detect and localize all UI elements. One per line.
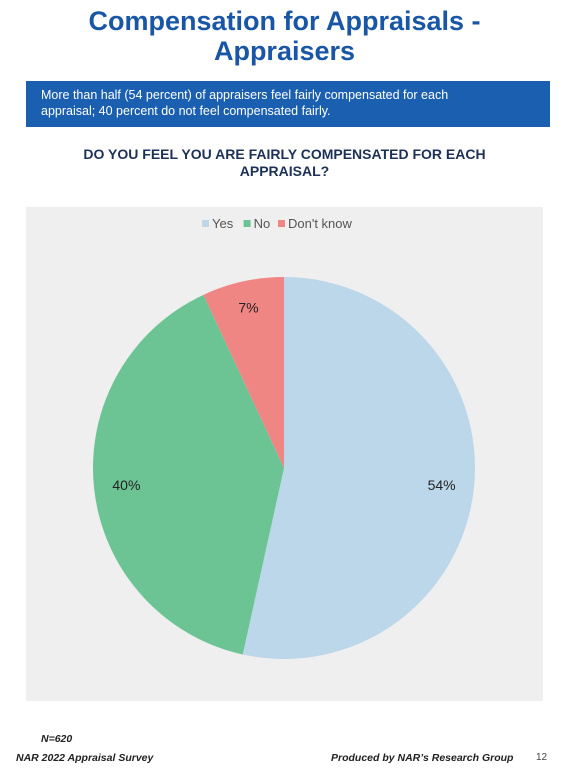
data-label-don-t-know: 7% bbox=[238, 300, 258, 316]
survey-name: NAR 2022 Appraisal Survey bbox=[16, 752, 154, 764]
pie-slice-no bbox=[92, 294, 284, 655]
pie-slice-yes bbox=[242, 277, 475, 659]
data-label-yes: 54% bbox=[428, 477, 456, 493]
legend-label-no: No bbox=[254, 216, 271, 231]
summary-banner: More than half (54 percent) of appraiser… bbox=[26, 81, 550, 127]
summary-line-2: appraisal; 40 percent do not feel compen… bbox=[41, 104, 331, 118]
page-title-line-2: Appraisers bbox=[213, 36, 356, 66]
pie-slice-don-t-know bbox=[203, 277, 284, 468]
page-number: 12 bbox=[536, 752, 548, 763]
producer-credit: Produced by NAR’s Research Group bbox=[331, 752, 514, 764]
chart-question: DO YOU FEEL YOU ARE FAIRLY COMPENSATED F… bbox=[50, 146, 519, 180]
summary-line-1: More than half (54 percent) of appraiser… bbox=[41, 88, 449, 102]
sample-size: N=620 bbox=[41, 733, 73, 745]
chart-question-line-1: DO YOU FEEL YOU ARE FAIRLY COMPENSATED F… bbox=[83, 146, 486, 162]
data-label-no: 40% bbox=[112, 477, 140, 493]
legend-label-yes: Yes bbox=[212, 216, 234, 231]
chart-panel: Yes No Don't know 54% 40% 7% bbox=[26, 207, 543, 701]
legend-label-don-t-know: Don't know bbox=[288, 216, 353, 231]
chart-question-line-2: APPRAISAL? bbox=[239, 163, 330, 179]
legend-swatch-yes bbox=[202, 220, 209, 227]
legend-swatch-no bbox=[243, 220, 251, 227]
legend-swatch-don-t-know bbox=[278, 220, 285, 227]
page-title: Compensation for Appraisals - Appraisers bbox=[0, 6, 569, 66]
pie-chart: Yes No Don't know 54% 40% 7% bbox=[92, 216, 475, 659]
chart-legend: Yes No Don't know bbox=[202, 216, 353, 231]
page-title-line-1: Compensation for Appraisals - bbox=[88, 6, 481, 36]
